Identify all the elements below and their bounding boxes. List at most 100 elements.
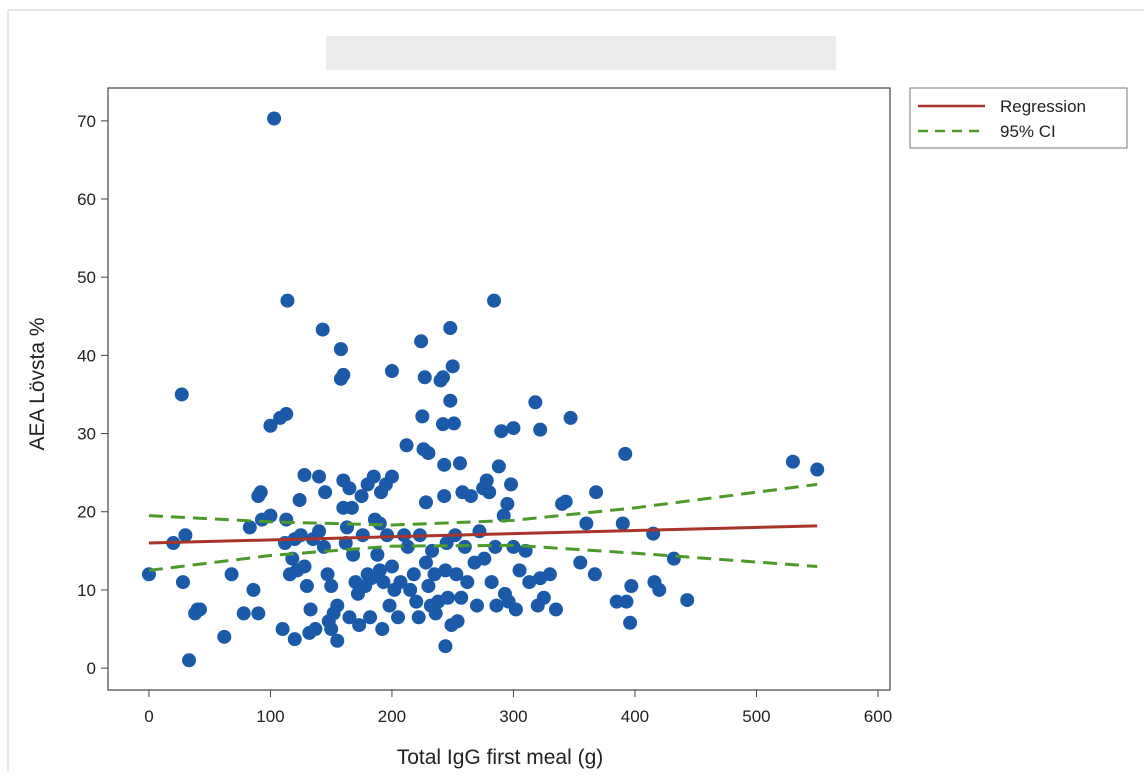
point [443, 393, 458, 408]
x-tick-label: 500 [742, 707, 770, 726]
point [508, 602, 523, 617]
point [563, 410, 578, 425]
point [299, 579, 314, 594]
point [500, 496, 515, 511]
point [399, 438, 414, 453]
point [452, 456, 467, 471]
point [438, 639, 453, 654]
point [312, 524, 327, 539]
x-tick-label: 600 [864, 707, 892, 726]
x-tick-label: 300 [499, 707, 527, 726]
point [680, 593, 695, 608]
point [336, 367, 351, 382]
y-tick-label: 70 [77, 112, 96, 131]
point [445, 359, 460, 374]
point [242, 520, 257, 535]
point [400, 539, 415, 554]
point [280, 293, 295, 308]
point [275, 622, 290, 637]
point [623, 615, 638, 630]
point [384, 364, 399, 379]
point [427, 567, 442, 582]
legend [909, 87, 1128, 149]
y-tick-label: 30 [77, 425, 96, 444]
point [437, 457, 452, 472]
point [624, 579, 639, 594]
y-tick-label: 10 [77, 581, 96, 600]
point [428, 606, 443, 621]
point [417, 370, 432, 385]
point [251, 606, 266, 621]
point [438, 563, 453, 578]
point [403, 582, 418, 597]
point [333, 342, 348, 357]
point [236, 606, 251, 621]
point [384, 559, 399, 574]
point [666, 551, 681, 566]
point [536, 590, 551, 605]
point [406, 567, 421, 582]
point [421, 446, 436, 461]
point [463, 489, 478, 504]
point [618, 446, 633, 461]
fit-line [148, 482, 818, 527]
point [542, 567, 557, 582]
point [619, 594, 634, 609]
point [246, 582, 261, 597]
point [372, 563, 387, 578]
point [324, 622, 339, 637]
point [579, 516, 594, 531]
point [279, 407, 294, 422]
point [414, 334, 429, 349]
point [615, 516, 630, 531]
point [440, 590, 455, 605]
x-axis-label: Total IgG first meal (g) [397, 746, 604, 769]
point [330, 633, 345, 648]
point [449, 567, 464, 582]
point [217, 629, 232, 644]
point [292, 493, 307, 508]
point [810, 462, 825, 477]
point [355, 528, 370, 543]
point [487, 293, 502, 308]
point [454, 590, 469, 605]
point [494, 424, 509, 439]
point [346, 547, 361, 562]
point [376, 575, 391, 590]
x-tick-label: 400 [621, 707, 649, 726]
point [573, 555, 588, 570]
point [437, 489, 452, 504]
point [175, 575, 190, 590]
point [370, 547, 385, 562]
point [477, 551, 492, 566]
legend-label: 95% CI [1000, 122, 1056, 141]
point [354, 489, 369, 504]
point [303, 602, 318, 617]
point [512, 563, 527, 578]
y-tick-label: 60 [77, 190, 96, 209]
point [415, 409, 430, 424]
point [297, 559, 312, 574]
point [548, 602, 563, 617]
y-axis-label: AEA Lövsta % [26, 317, 49, 450]
point [411, 610, 426, 625]
point [253, 485, 268, 500]
point [533, 422, 548, 437]
point [450, 614, 465, 629]
point [587, 567, 602, 582]
x-tick-label: 100 [256, 707, 284, 726]
point [470, 598, 485, 613]
point [435, 370, 450, 385]
y-tick-label: 0 [87, 659, 96, 678]
point [460, 575, 475, 590]
point [384, 469, 399, 484]
point [308, 622, 323, 637]
point [330, 598, 345, 613]
point [785, 454, 800, 469]
point [382, 598, 397, 613]
point [320, 567, 335, 582]
point [482, 485, 497, 500]
point [342, 481, 357, 496]
point [435, 417, 450, 432]
